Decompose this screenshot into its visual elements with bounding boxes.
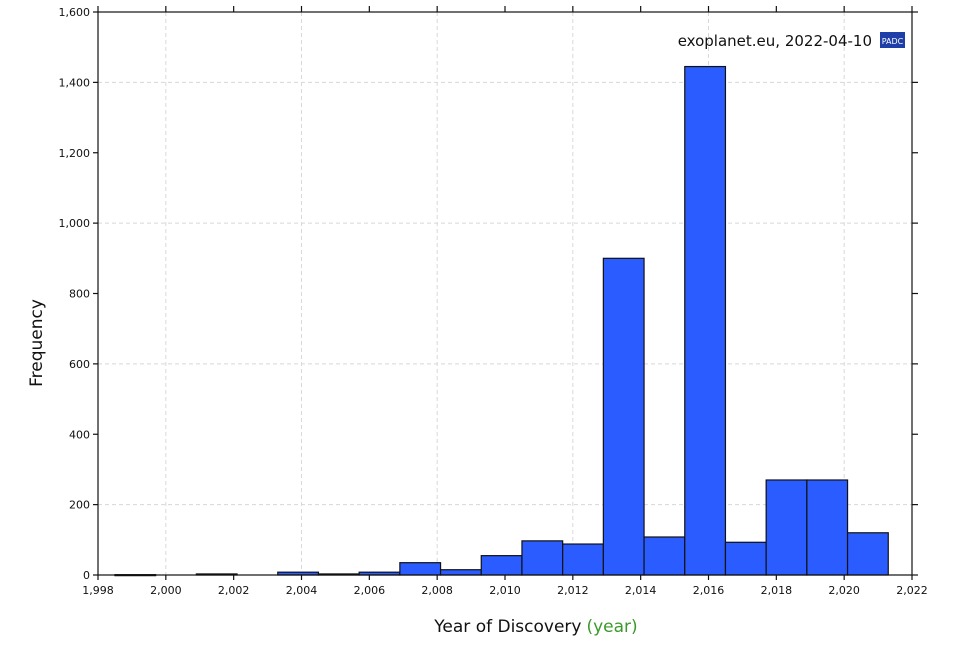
padc-badge-label: PADC xyxy=(882,37,904,46)
histogram-bar xyxy=(439,569,482,576)
histogram-bar xyxy=(724,541,767,576)
x-tick-label: 2,002 xyxy=(218,584,250,597)
x-tick-label: 2,022 xyxy=(896,584,928,597)
y-tick-label: 1,400 xyxy=(59,76,91,89)
histogram-bar xyxy=(602,257,645,576)
padc-badge-icon xyxy=(880,32,905,48)
x-tick-label: 2,012 xyxy=(557,584,589,597)
x-tick-label: 2,000 xyxy=(150,584,182,597)
y-tick-label: 400 xyxy=(69,428,90,441)
y-tick-label: 200 xyxy=(69,499,90,512)
y-tick-label: 600 xyxy=(69,358,90,371)
y-tick-label: 1,200 xyxy=(59,147,91,160)
x-tick-label: 2,018 xyxy=(761,584,793,597)
y-tick-label: 1,600 xyxy=(59,6,91,19)
histogram-bar xyxy=(562,543,604,576)
histogram-bar xyxy=(643,536,686,576)
labels-layer: 1,998 2,000 2,002 2,004 2,006 2,008 2,010 2,012… xyxy=(59,6,928,597)
y-tick-label: 800 xyxy=(69,288,90,301)
histogram-bar xyxy=(765,479,808,576)
grid-layer xyxy=(98,12,912,575)
y-axis-title: Frequency xyxy=(27,299,47,387)
y-tick-label: 1,000 xyxy=(59,217,91,230)
padc-badge: PADC xyxy=(880,32,905,48)
x-axis-title: Year of Discovery (year) xyxy=(433,617,637,637)
histogram-bar xyxy=(521,540,564,576)
y-tick-label: 0 xyxy=(83,569,90,582)
histogram-bar xyxy=(399,562,442,576)
histogram-bar xyxy=(846,532,889,576)
x-tick-label: 2,020 xyxy=(828,584,860,597)
watermark-text: exoplanet.eu, 2022-04-10 xyxy=(678,32,872,50)
ticks-layer xyxy=(93,6,918,580)
x-axis-title-text: Year of Discovery xyxy=(433,617,581,637)
histogram-bar xyxy=(806,479,849,576)
x-tick-label: 2,008 xyxy=(421,584,453,597)
x-tick-label: 2,014 xyxy=(625,584,657,597)
x-tick-label: 2,016 xyxy=(693,584,725,597)
x-axis-units: (year) xyxy=(586,617,637,637)
x-tick-label: 2,010 xyxy=(489,584,521,597)
x-tick-label: 2,006 xyxy=(354,584,386,597)
x-tick-label: 2,004 xyxy=(286,584,318,597)
histogram-bar xyxy=(684,65,727,576)
x-tick-label: 1,998 xyxy=(82,584,114,597)
histogram-bar xyxy=(480,555,523,576)
